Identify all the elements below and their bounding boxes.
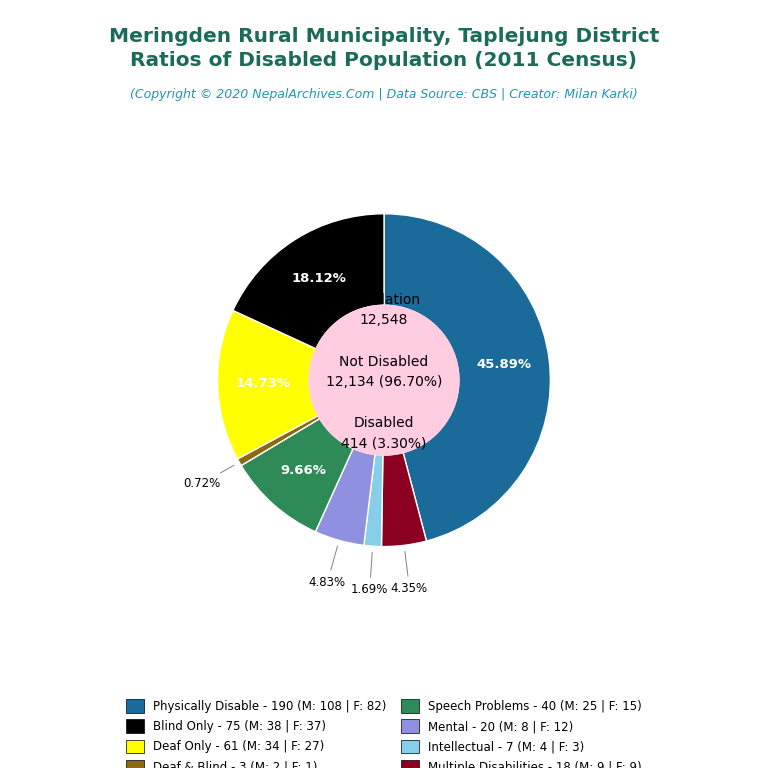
- Circle shape: [309, 305, 458, 455]
- Text: Meringden Rural Municipality, Taplejung District
Ratios of Disabled Population (: Meringden Rural Municipality, Taplejung …: [109, 27, 659, 70]
- Wedge shape: [237, 415, 319, 465]
- Wedge shape: [364, 455, 383, 547]
- Wedge shape: [382, 452, 426, 547]
- Text: 1.69%: 1.69%: [351, 552, 389, 596]
- Text: 14.73%: 14.73%: [236, 377, 291, 390]
- Text: 9.66%: 9.66%: [281, 464, 326, 477]
- Legend: Physically Disable - 190 (M: 108 | F: 82), Blind Only - 75 (M: 38 | F: 37), Deaf: Physically Disable - 190 (M: 108 | F: 82…: [126, 699, 642, 768]
- Text: 18.12%: 18.12%: [292, 272, 346, 285]
- Wedge shape: [217, 310, 318, 459]
- Text: 4.83%: 4.83%: [309, 546, 346, 588]
- Text: (Copyright © 2020 NepalArchives.Com | Data Source: CBS | Creator: Milan Karki): (Copyright © 2020 NepalArchives.Com | Da…: [130, 88, 638, 101]
- Text: 4.35%: 4.35%: [391, 551, 428, 594]
- Wedge shape: [316, 449, 375, 545]
- Text: 45.89%: 45.89%: [476, 358, 531, 371]
- Wedge shape: [384, 214, 551, 541]
- Wedge shape: [241, 419, 353, 531]
- Text: Population
12,548

Not Disabled
12,134 (96.70%)

Disabled
414 (3.30%): Population 12,548 Not Disabled 12,134 (9…: [326, 293, 442, 451]
- Text: 0.72%: 0.72%: [183, 465, 234, 490]
- Wedge shape: [233, 214, 384, 349]
